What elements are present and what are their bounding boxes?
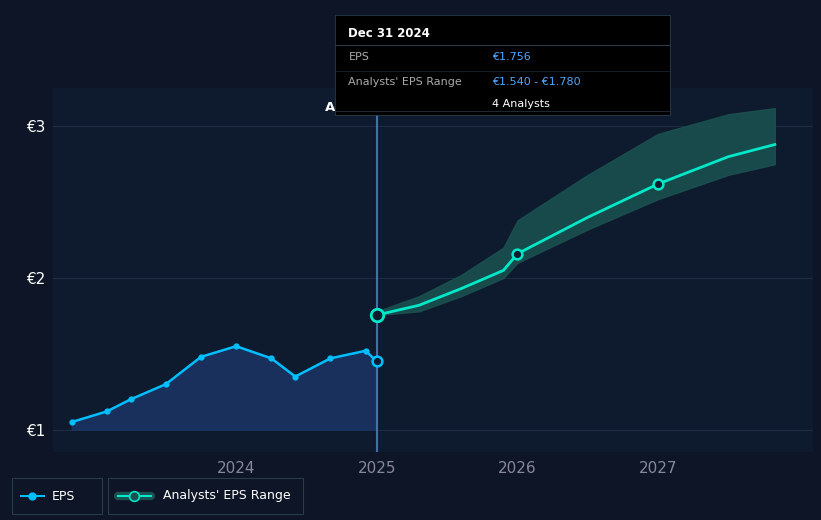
Text: EPS: EPS [348, 52, 369, 62]
Text: EPS: EPS [52, 489, 75, 502]
Text: Analysts' EPS Range: Analysts' EPS Range [163, 489, 291, 502]
Text: Actual: Actual [325, 100, 373, 113]
Text: Analysts' EPS Range: Analysts' EPS Range [348, 77, 462, 87]
Text: Analysts Forecasts: Analysts Forecasts [385, 100, 509, 113]
Text: €1.540 - €1.780: €1.540 - €1.780 [493, 77, 581, 87]
Text: 4 Analysts: 4 Analysts [493, 99, 550, 109]
Text: €1.756: €1.756 [493, 52, 531, 62]
Text: Dec 31 2024: Dec 31 2024 [348, 27, 430, 40]
